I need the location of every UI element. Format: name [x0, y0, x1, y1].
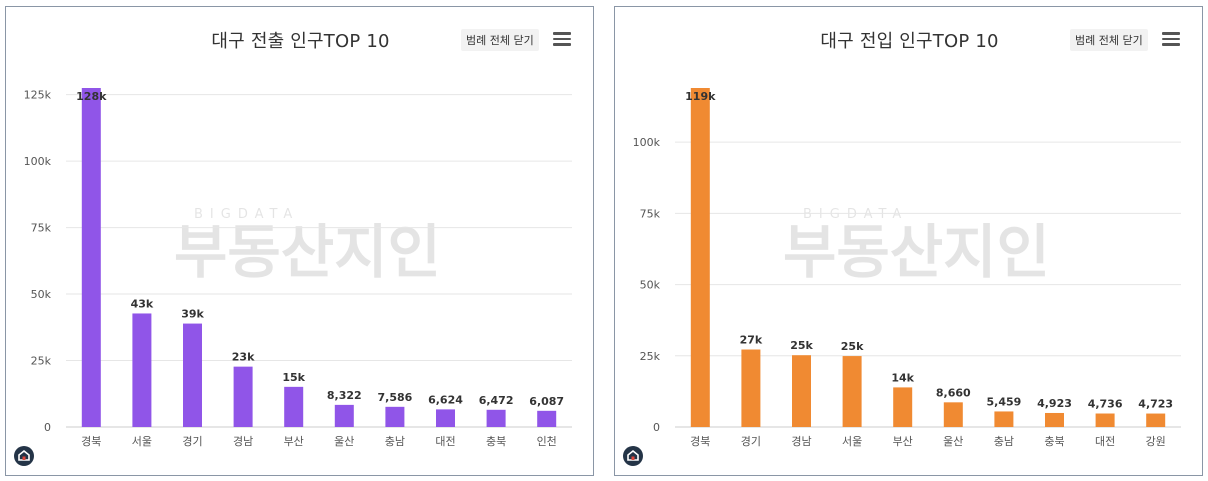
x-tick-label: 경남 — [233, 435, 253, 448]
x-tick-label: 대전 — [435, 435, 455, 448]
data-label: 6,472 — [479, 394, 514, 407]
data-label: 7,586 — [378, 391, 413, 404]
bar — [537, 410, 557, 427]
data-label: 128k — [76, 90, 107, 103]
x-tick-label: 강원 — [1146, 435, 1166, 448]
hamburger-menu-icon[interactable] — [1162, 32, 1180, 46]
home-logo-icon[interactable] — [14, 446, 34, 466]
bar — [284, 386, 304, 427]
data-label: 39k — [181, 308, 204, 321]
data-label: 8,660 — [936, 386, 971, 399]
bar — [1045, 412, 1064, 427]
bar — [741, 349, 761, 427]
x-tick-label: 인천 — [537, 434, 557, 448]
inflow-bar-chart: 0 25k 50k 75k 100k 119k 경북 27k 경기 25k 경남 25k 서울 14k 부산… — [633, 88, 1181, 448]
x-tick-label: 충남 — [385, 435, 405, 448]
bar — [132, 313, 152, 427]
x-tick-label: 충북 — [1044, 435, 1064, 448]
y-tick-label: 25k — [640, 350, 661, 363]
x-tick-label: 충북 — [486, 435, 506, 448]
data-label: 5,459 — [987, 395, 1022, 408]
y-tick-label: 25k — [31, 355, 52, 368]
data-label: 8,322 — [327, 389, 362, 402]
x-tick-label: 경북 — [690, 435, 710, 448]
bar — [893, 387, 913, 427]
bar — [81, 88, 101, 427]
y-tick-label: 75k — [640, 207, 661, 220]
data-label: 14k — [891, 371, 914, 384]
bar — [183, 323, 202, 427]
data-label: 15k — [282, 371, 305, 384]
bar — [690, 88, 710, 427]
x-tick-label: 충남 — [994, 435, 1014, 448]
x-tick-label: 서울 — [132, 435, 152, 448]
y-tick-label: 50k — [31, 288, 52, 301]
x-tick-label: 울산 — [943, 435, 963, 448]
bar — [792, 355, 811, 427]
bar — [334, 404, 354, 427]
y-tick-label: 50k — [640, 279, 661, 292]
x-tick-label: 경기 — [182, 435, 202, 448]
x-tick-label: 부산 — [893, 435, 913, 448]
x-tick-label: 경북 — [81, 435, 101, 448]
bar — [842, 356, 862, 427]
bar — [486, 409, 506, 427]
outflow-bar-chart: 0 25k 50k 75k 100k 125k 128k 경북 43k 서울 39k 경기 23k 경남 1… — [24, 88, 572, 448]
x-tick-label: 서울 — [842, 435, 862, 448]
data-label: 25k — [841, 340, 864, 353]
bar — [1095, 413, 1115, 427]
chart-title: 대구 전입 인구TOP 10 — [820, 31, 999, 52]
x-tick-label: 대전 — [1095, 435, 1115, 448]
data-label: 4,736 — [1088, 398, 1123, 411]
x-tick-label: 울산 — [334, 435, 354, 448]
x-tick-label: 경남 — [791, 435, 811, 448]
bar — [1146, 413, 1166, 427]
chart-title: 대구 전출 인구TOP 10 — [211, 31, 390, 52]
bar — [994, 411, 1014, 427]
bar — [436, 409, 455, 427]
data-label: 43k — [131, 297, 154, 310]
y-tick-label: 100k — [633, 136, 661, 149]
data-label: 27k — [740, 334, 763, 347]
data-label: 6,624 — [428, 393, 463, 406]
bar — [233, 366, 253, 427]
y-tick-label: 125k — [24, 89, 52, 102]
y-tick-label: 0 — [44, 421, 51, 434]
data-label: 25k — [790, 339, 813, 352]
data-label: 4,723 — [1138, 398, 1173, 411]
data-label: 23k — [232, 351, 255, 364]
bar — [385, 406, 405, 427]
hamburger-menu-icon[interactable] — [553, 32, 571, 46]
x-tick-label: 경기 — [741, 435, 761, 448]
y-tick-label: 0 — [653, 421, 660, 434]
data-label: 6,087 — [529, 395, 564, 408]
bar — [943, 402, 963, 427]
y-tick-label: 75k — [31, 222, 52, 235]
data-label: 4,923 — [1037, 397, 1072, 410]
x-tick-label: 부산 — [284, 435, 304, 448]
legend-toggle-button[interactable]: 범례 전체 닫기 — [1070, 29, 1148, 51]
home-logo-icon[interactable] — [623, 446, 643, 466]
legend-toggle-button[interactable]: 범례 전체 닫기 — [461, 29, 539, 51]
data-label: 119k — [685, 90, 716, 103]
y-tick-label: 100k — [24, 155, 52, 168]
